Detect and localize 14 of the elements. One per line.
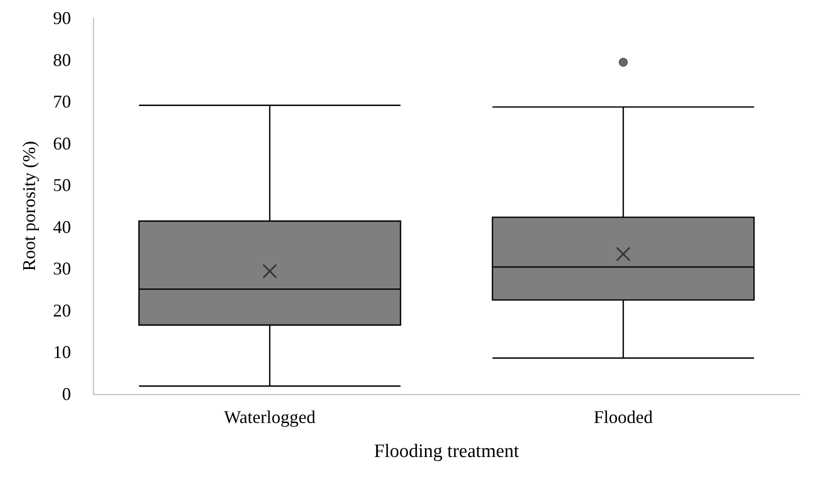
x-tick-label: Waterlogged xyxy=(224,407,316,427)
y-tick-label: 80 xyxy=(53,50,71,70)
y-tick-label: 70 xyxy=(53,92,71,112)
y-tick-label: 50 xyxy=(53,175,71,196)
y-tick-label: 20 xyxy=(53,300,71,320)
y-tick-label: 40 xyxy=(53,216,71,237)
y-axis-title: Root porosity (%) xyxy=(19,141,39,271)
y-tick-label: 60 xyxy=(53,133,71,154)
y-tick-label: 30 xyxy=(53,258,71,279)
y-tick-label: 10 xyxy=(53,342,71,362)
x-tick-label: Flooded xyxy=(594,407,653,427)
y-tick-label: 90 xyxy=(53,8,71,28)
x-axis-title: Flooding treatment xyxy=(374,441,520,462)
y-tick-label: 0 xyxy=(62,384,71,404)
